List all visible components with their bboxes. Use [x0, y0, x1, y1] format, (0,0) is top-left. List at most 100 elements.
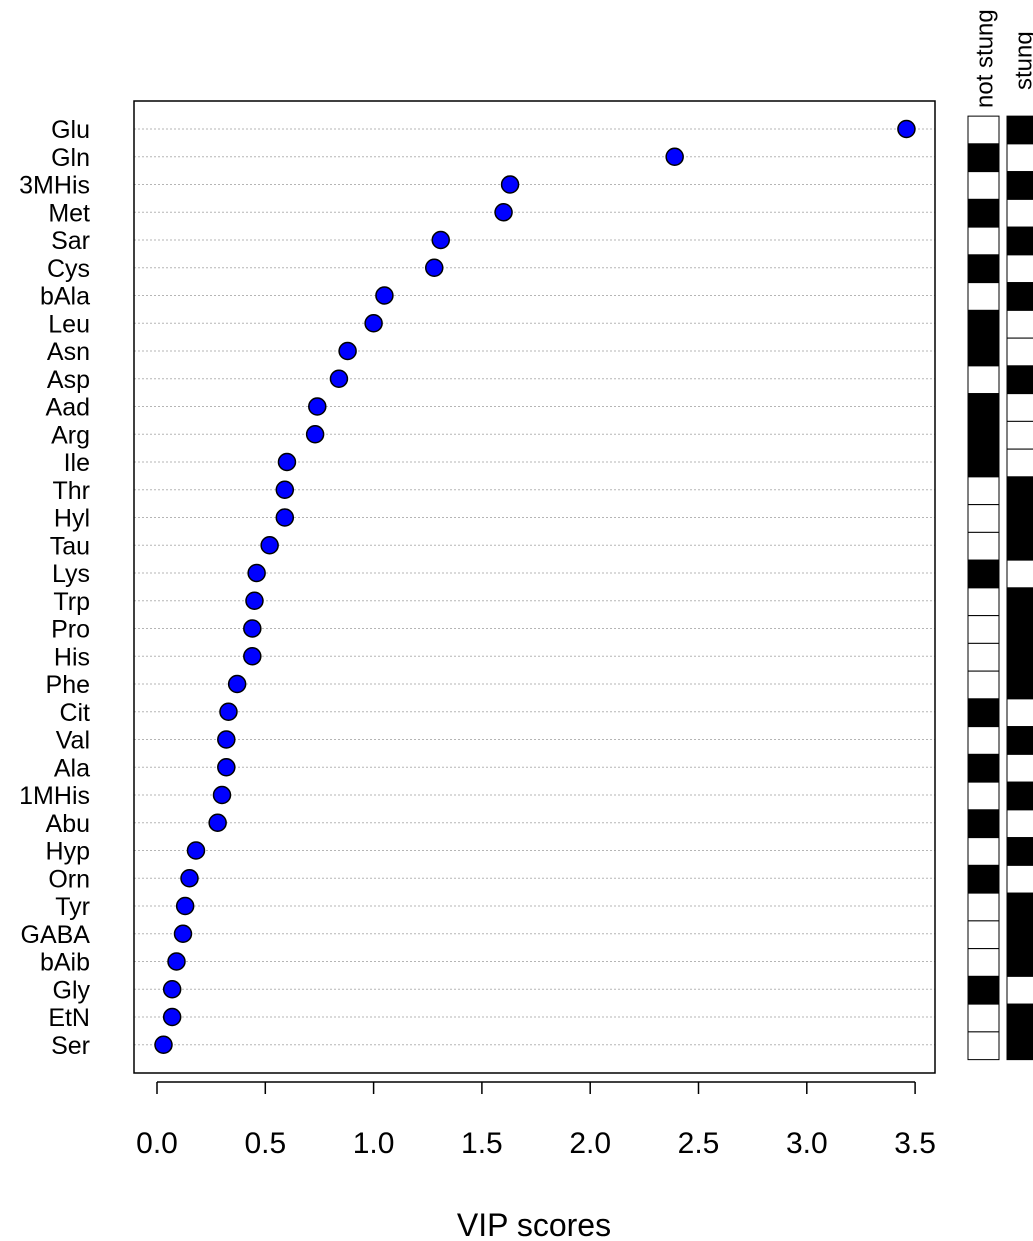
- point-Abu: [208, 813, 227, 832]
- y-label-5: Cys: [47, 255, 90, 283]
- heatmap-cell-24-1: [1006, 781, 1033, 811]
- point-GABA: [173, 924, 193, 943]
- heatmap-cell-30-0: [967, 948, 1000, 977]
- point-1MHis: [212, 785, 232, 805]
- heatmap-cell-8-1: [1006, 337, 1033, 367]
- point-bAla: [375, 286, 394, 305]
- point-Glu: [897, 119, 916, 139]
- heatmap-cell-18-0: [967, 615, 1000, 644]
- heatmap-cell-16-0: [967, 559, 1000, 589]
- y-label-16: Lys: [52, 560, 90, 588]
- heatmap-cell-9-0: [967, 365, 1000, 395]
- heatmap-cell-31-1: [1006, 975, 1033, 1005]
- y-label-2: 3MHis: [19, 172, 90, 200]
- point-Asn: [338, 341, 357, 361]
- heatmap-cell-5-0: [967, 254, 1000, 284]
- heatmap-cell-11-1: [1006, 420, 1033, 450]
- point-3MHis: [500, 175, 520, 194]
- point-Gln: [665, 147, 684, 166]
- heatmap-cell-32-0: [967, 1003, 1000, 1033]
- grid-lines: [134, 128, 935, 1046]
- heatmap-cell-10-0: [967, 393, 1000, 422]
- heatmap-cell-28-0: [967, 892, 1000, 922]
- point-bAib: [167, 952, 186, 971]
- heatmap-cell-23-0: [967, 753, 1000, 783]
- heatmap-cell-22-0: [967, 726, 1000, 755]
- heatmap-cell-27-1: [1006, 864, 1033, 894]
- point-Aad: [308, 397, 327, 416]
- heatmap-cell-26-1: [1006, 837, 1033, 866]
- y-axis-labels: GluGln3MHisMetSarCysbAlaLeuAsnAspAadArgI…: [19, 116, 90, 1060]
- x-axis: 0.0 0.5 1.0 1.5 2.0 2.5 3.0 3.5: [136, 1081, 936, 1160]
- heatmap-cell-0-1: [1006, 115, 1033, 145]
- x-tick-label-2: 1.0: [353, 1127, 395, 1160]
- heatmap-cell-12-0: [967, 448, 1000, 478]
- point-Hyp: [186, 841, 206, 860]
- heatmap-cell-32-1: [1006, 1003, 1033, 1033]
- y-label-3: Met: [48, 199, 90, 227]
- point-Tau: [260, 536, 279, 555]
- x-tick-label-5: 2.5: [678, 1127, 720, 1160]
- heatmap-cell-25-0: [967, 809, 1000, 839]
- heatmap-cell-4-1: [1006, 226, 1033, 256]
- x-tick-label-7: 3.5: [894, 1127, 936, 1160]
- heatmap-cell-29-1: [1006, 920, 1033, 950]
- y-label-4: Sar: [51, 227, 90, 255]
- heatmap-cell-0-0: [967, 115, 1000, 145]
- point-Thr: [275, 480, 295, 499]
- y-label-10: Aad: [46, 394, 90, 422]
- heatmap-cell-17-0: [967, 587, 1000, 617]
- y-label-11: Arg: [51, 421, 90, 449]
- heatmap-cell-5-1: [1006, 254, 1033, 284]
- plot-frame: [133, 100, 936, 1074]
- y-label-0: Glu: [51, 116, 90, 144]
- y-label-33: Ser: [51, 1032, 90, 1060]
- y-label-22: Val: [56, 727, 90, 755]
- y-label-27: Orn: [48, 865, 90, 893]
- point-Ser: [154, 1035, 173, 1054]
- point-Arg: [305, 425, 325, 444]
- heatmap-cell-1-0: [967, 143, 1000, 173]
- x-tick-label-4: 2.0: [569, 1127, 611, 1160]
- group-heatmap: not stung stung: [967, 9, 1033, 1061]
- heatmap-cell-17-1: [1006, 587, 1033, 617]
- y-label-25: Abu: [46, 810, 90, 838]
- heatmap-cell-20-1: [1006, 670, 1033, 700]
- y-label-23: Ala: [54, 754, 90, 782]
- y-label-9: Asp: [47, 366, 90, 394]
- y-label-6: bAla: [40, 283, 90, 311]
- point-Cys: [424, 258, 444, 277]
- y-label-15: Tau: [50, 532, 90, 560]
- heatmap-cell-22-1: [1006, 726, 1033, 755]
- heatmap-cell-27-0: [967, 864, 1000, 894]
- point-Cit: [219, 702, 238, 721]
- point-Val: [217, 730, 236, 749]
- point-His: [243, 647, 262, 666]
- y-label-18: Pro: [51, 616, 90, 644]
- data-points: [154, 119, 916, 1054]
- point-Tyr: [175, 896, 195, 916]
- y-label-12: Ile: [64, 449, 90, 477]
- heatmap-cell-18-1: [1006, 615, 1033, 644]
- heatmap-cell-2-1: [1006, 171, 1033, 200]
- heatmap-cell-33-0: [967, 1031, 1000, 1061]
- heatmap-cell-12-1: [1006, 448, 1033, 478]
- heatmap-cell-31-0: [967, 975, 1000, 1005]
- point-Asp: [329, 369, 349, 388]
- heatmap-cell-25-1: [1006, 809, 1033, 839]
- point-Lys: [247, 563, 266, 583]
- y-label-20: Phe: [46, 671, 90, 699]
- point-Leu: [364, 314, 383, 333]
- heatmap-cell-26-0: [967, 837, 1000, 866]
- y-label-24: 1MHis: [19, 782, 90, 810]
- y-label-8: Asn: [47, 338, 90, 366]
- heatmap-cell-21-1: [1006, 698, 1033, 728]
- heatmap-cell-30-1: [1006, 948, 1033, 977]
- y-label-14: Hyl: [54, 505, 90, 533]
- heatmap-cell-13-1: [1006, 476, 1033, 506]
- y-label-31: Gly: [53, 976, 91, 1004]
- heatmap-cell-24-0: [967, 781, 1000, 811]
- heatmap-cell-13-0: [967, 476, 1000, 506]
- heatmap-cell-29-0: [967, 920, 1000, 950]
- heatmap-cell-6-0: [967, 282, 1000, 311]
